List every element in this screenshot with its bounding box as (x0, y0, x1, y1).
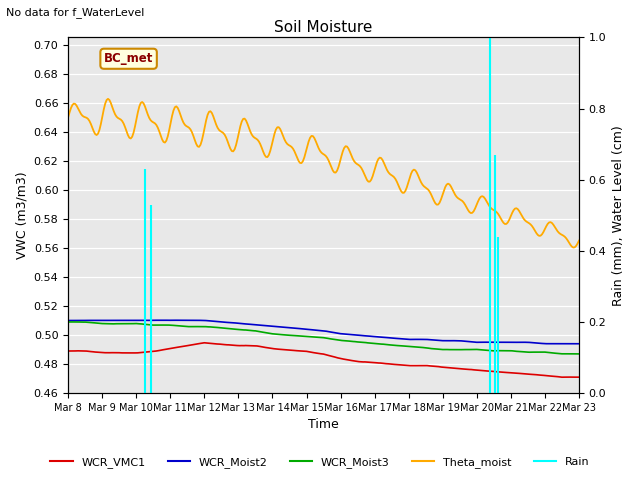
Y-axis label: Rain (mm), Water Level (cm): Rain (mm), Water Level (cm) (612, 125, 625, 306)
Text: BC_met: BC_met (104, 52, 154, 65)
Legend: WCR_VMC1, WCR_Moist2, WCR_Moist3, Theta_moist, Rain: WCR_VMC1, WCR_Moist2, WCR_Moist3, Theta_… (46, 452, 594, 472)
Text: No data for f_WaterLevel: No data for f_WaterLevel (6, 7, 145, 18)
Title: Soil Moisture: Soil Moisture (275, 20, 372, 35)
X-axis label: Time: Time (308, 419, 339, 432)
Y-axis label: VWC (m3/m3): VWC (m3/m3) (15, 171, 28, 259)
